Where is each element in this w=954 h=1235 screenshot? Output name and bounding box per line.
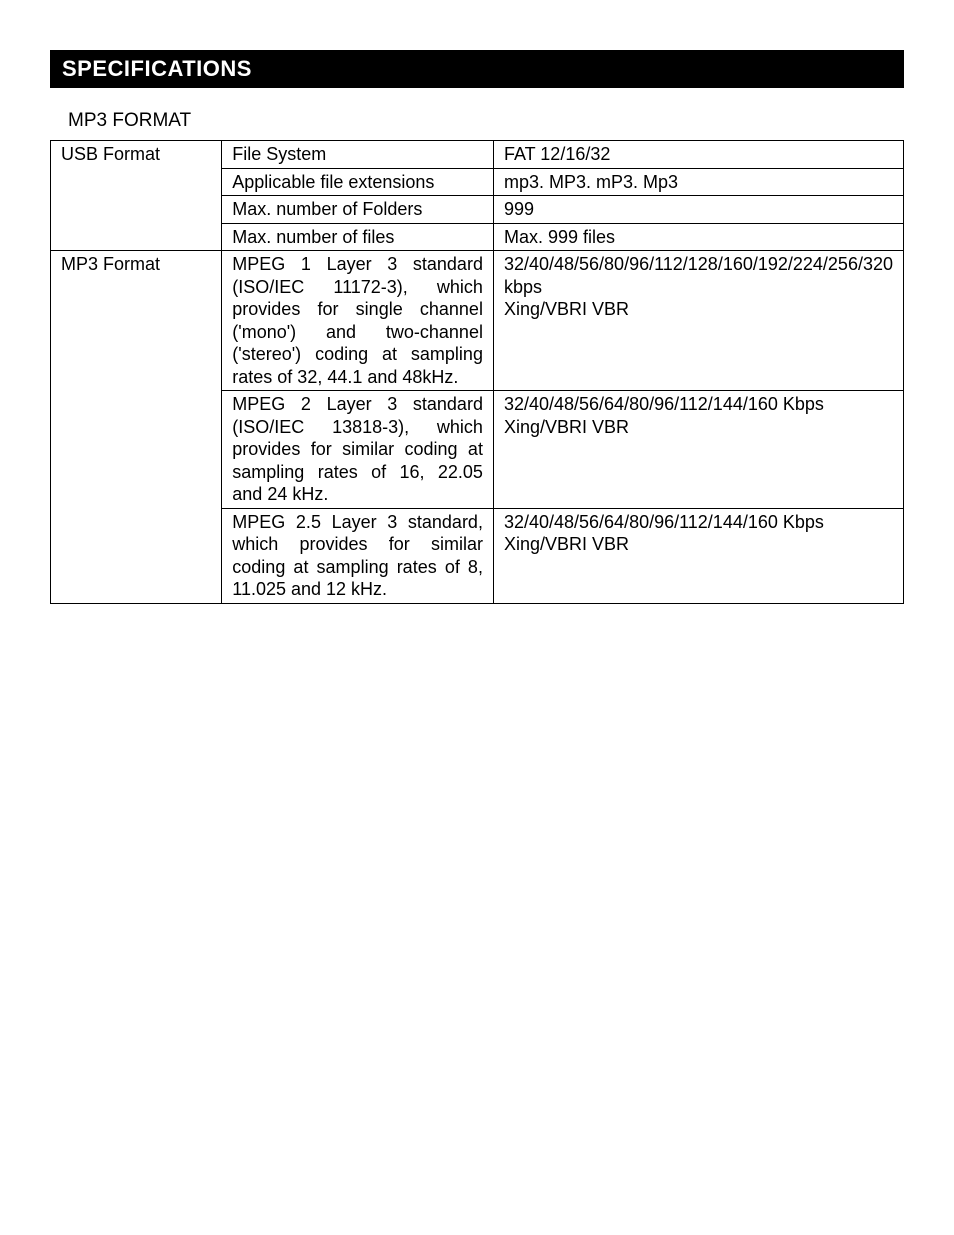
value-cell: 32/40/48/56/80/96/112/128/160/192/224/25…: [493, 251, 903, 391]
desc-cell: Max. number of files: [222, 223, 494, 251]
value-cell: Max. 999 files: [493, 223, 903, 251]
value-cell: 32/40/48/56/64/80/96/112/144/160 KbpsXin…: [493, 391, 903, 509]
category-cell: USB Format: [51, 141, 222, 251]
desc-cell: Max. number of Folders: [222, 196, 494, 224]
desc-cell: MPEG 2 Layer 3 standard (ISO/IEC 13818-3…: [222, 391, 494, 509]
table-row: USB Format File System FAT 12/16/32: [51, 141, 904, 169]
value-cell: 999: [493, 196, 903, 224]
desc-cell: File System: [222, 141, 494, 169]
value-cell: mp3. MP3. mP3. Mp3: [493, 168, 903, 196]
value-cell: 32/40/48/56/64/80/96/112/144/160 KbpsXin…: [493, 508, 903, 603]
category-cell: MP3 Format: [51, 251, 222, 604]
page-header: SPECIFICATIONS: [50, 50, 904, 88]
spec-table: USB Format File System FAT 12/16/32 Appl…: [50, 140, 904, 604]
section-subtitle: MP3 FORMAT: [68, 110, 904, 132]
desc-cell: Applicable file extensions: [222, 168, 494, 196]
value-cell: FAT 12/16/32: [493, 141, 903, 169]
desc-cell: MPEG 2.5 Layer 3 standard, which provide…: [222, 508, 494, 603]
table-row: MP3 Format MPEG 1 Layer 3 standard (ISO/…: [51, 251, 904, 391]
desc-cell: MPEG 1 Layer 3 standard (ISO/IEC 11172-3…: [222, 251, 494, 391]
